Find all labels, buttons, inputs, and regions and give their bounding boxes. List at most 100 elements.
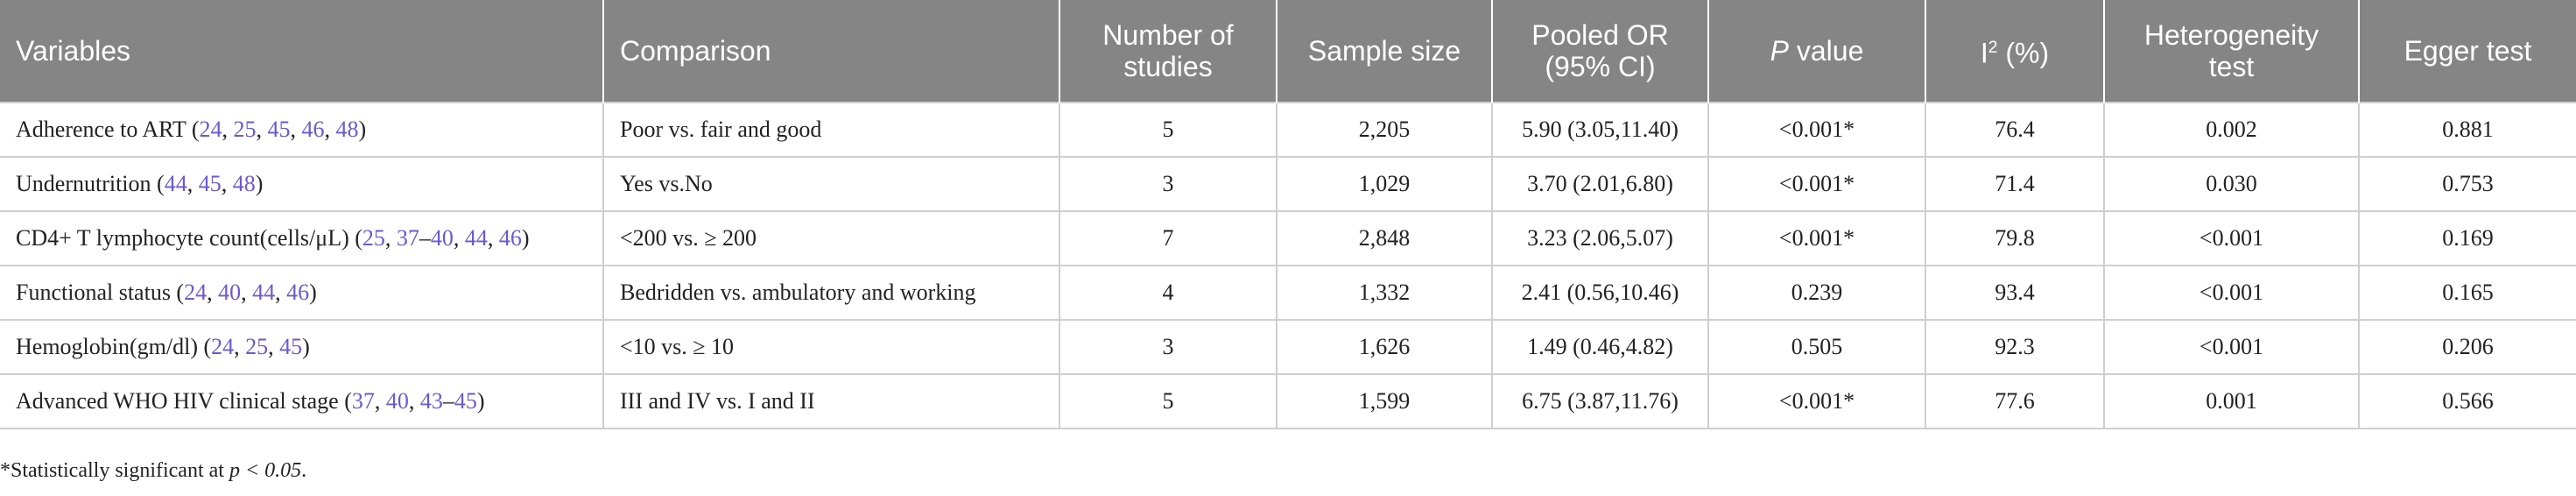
- citation-link[interactable]: 45: [454, 388, 477, 414]
- column-header: Variables: [0, 0, 603, 103]
- table-cell: <0.001: [2103, 210, 2360, 266]
- text: Heterogeneity: [2143, 19, 2319, 51]
- text: ,: [408, 388, 420, 414]
- citation-link[interactable]: 43: [419, 388, 443, 414]
- citation-link[interactable]: 46: [286, 280, 310, 305]
- header-row: Variables Comparison Number of studies Sampl…: [0, 0, 2576, 103]
- table-cell: 0.881: [2358, 102, 2576, 158]
- table-cell: 3: [1059, 319, 1277, 375]
- text: ,: [256, 117, 268, 142]
- column-header: Number of studies: [1059, 0, 1277, 103]
- data-table: Variables Comparison Number of studies Sampl…: [0, 0, 2576, 429]
- text: Sample size: [1307, 35, 1461, 67]
- table-cell: 1,599: [1276, 373, 1493, 429]
- text: p < 0.05: [229, 459, 302, 482]
- header-line: studies: [1076, 51, 1260, 82]
- citation-link[interactable]: 25: [362, 225, 385, 251]
- citation-link[interactable]: 25: [233, 117, 257, 142]
- text: ,: [222, 117, 234, 142]
- text: Hemoglobin(gm/dl) (: [16, 334, 212, 359]
- header-line: Heterogeneity: [2121, 19, 2342, 51]
- table-cell: 3.23 (2.06,5.07): [1491, 210, 1709, 266]
- text: ,: [384, 225, 397, 251]
- citation-link[interactable]: 45: [267, 117, 291, 142]
- table-cell: Yes vs.No: [602, 156, 1060, 212]
- table-cell: 93.4: [1925, 265, 2105, 321]
- text: (%): [1997, 37, 2050, 69]
- table-cell: 0.566: [2358, 373, 2576, 429]
- text: ,: [207, 280, 219, 305]
- text: Undernutrition (: [16, 171, 165, 196]
- table-cell: <10 vs. ≥ 10: [602, 319, 1060, 375]
- table-cell: 7: [1059, 210, 1277, 266]
- table-body: Adherence to ART (24, 25, 45, 46, 48) Poo…: [0, 102, 2576, 429]
- table-cell: 77.6: [1925, 373, 2105, 429]
- table-cell: III and IV vs. I and II: [602, 373, 1060, 429]
- citation-link[interactable]: 44: [164, 171, 187, 196]
- text: Number of: [1102, 19, 1234, 51]
- table-cell: 76.4: [1925, 102, 2105, 158]
- text: studies: [1123, 51, 1213, 82]
- text: ): [521, 225, 530, 251]
- citation-link[interactable]: 45: [198, 171, 222, 196]
- citation-link[interactable]: 48: [335, 117, 359, 142]
- table-cell: <200 vs. ≥ 200: [602, 210, 1060, 266]
- table-row: Undernutrition (44, 45, 48) Yes vs.No 3 1,0…: [0, 156, 2576, 212]
- citation-link[interactable]: 45: [279, 334, 303, 359]
- text: ,: [374, 388, 386, 414]
- text: ,: [324, 117, 336, 142]
- text: ,: [241, 280, 253, 305]
- text: ,: [268, 334, 280, 359]
- text: ): [302, 334, 310, 359]
- citation-link[interactable]: 37: [351, 388, 375, 414]
- table-cell: 5.90 (3.05,11.40): [1491, 102, 1709, 158]
- table-cell: 5: [1059, 373, 1277, 429]
- footnote: *Statistically significant at p < 0.05.: [0, 459, 306, 483]
- citation-link[interactable]: 40: [385, 388, 409, 414]
- column-header: Heterogeneity test: [2103, 0, 2359, 103]
- citation-link[interactable]: 25: [245, 334, 269, 359]
- citation-link[interactable]: 24: [211, 334, 235, 359]
- text: I: [1980, 37, 1988, 69]
- table-cell: <0.001*: [1707, 373, 1926, 429]
- table-cell: 2.41 (0.56,10.46): [1491, 265, 1709, 321]
- table-cell: 5: [1059, 102, 1277, 158]
- citation-link[interactable]: 46: [498, 225, 522, 251]
- citation-link[interactable]: 40: [430, 225, 454, 251]
- column-header: Sample size: [1276, 0, 1492, 103]
- text: ,: [234, 334, 246, 359]
- table-cell: Hemoglobin(gm/dl) (24, 25, 45): [0, 319, 604, 375]
- text: CD4+ T lymphocyte count(cells/μL) (: [16, 225, 362, 251]
- citation-link[interactable]: 44: [252, 280, 276, 305]
- table-cell: 1,029: [1276, 156, 1493, 212]
- text: Advanced WHO HIV clinical stage (: [16, 388, 352, 414]
- table-cell: 0.001: [2103, 373, 2360, 429]
- table-cell: Functional status (24, 40, 44, 46): [0, 265, 604, 321]
- column-header: Comparison: [602, 0, 1059, 103]
- table-cell: <0.001*: [1707, 102, 1926, 158]
- citation-link[interactable]: 37: [396, 225, 419, 251]
- citation-link[interactable]: 44: [464, 225, 488, 251]
- citation-link[interactable]: 24: [184, 280, 208, 305]
- text: Comparison: [620, 35, 771, 67]
- table-cell: 1,626: [1276, 319, 1493, 375]
- table-cell: <0.001: [2103, 319, 2360, 375]
- text: ): [255, 171, 264, 196]
- table-cell: Adherence to ART (24, 25, 45, 46, 48): [0, 102, 604, 158]
- text: P: [1770, 35, 1789, 67]
- citation-link[interactable]: 40: [218, 280, 242, 305]
- table-cell: 3.70 (2.01,6.80): [1491, 156, 1709, 212]
- citation-link[interactable]: 24: [199, 117, 222, 142]
- text: ,: [275, 280, 287, 305]
- citation-link[interactable]: 46: [301, 117, 325, 142]
- table-cell: Bedridden vs. ambulatory and working: [602, 265, 1060, 321]
- header-line: Number of: [1076, 19, 1260, 51]
- citation-link[interactable]: 48: [232, 171, 256, 196]
- table-cell: Advanced WHO HIV clinical stage (37, 40,…: [0, 373, 604, 429]
- header-line: Pooled OR: [1509, 19, 1692, 51]
- text: 2: [1988, 39, 1998, 58]
- text: –: [419, 225, 431, 251]
- table-cell: 1,332: [1276, 265, 1493, 321]
- text: ,: [290, 117, 302, 142]
- table-cell: 0.169: [2358, 210, 2576, 266]
